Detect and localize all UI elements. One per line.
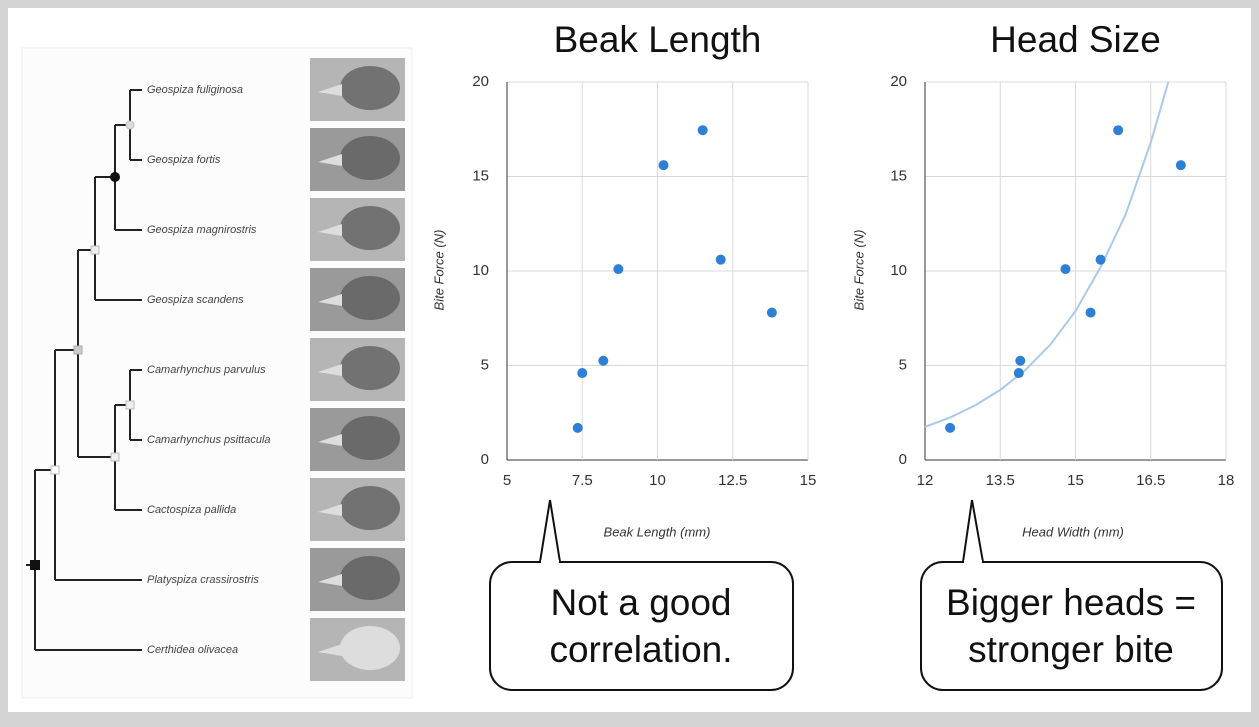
species-label: Certhidea olivacea [147, 644, 238, 656]
bird-head [340, 276, 400, 320]
species-label: Camarhynchus psittacula [147, 434, 271, 446]
species-label: Geospiza fuliginosa [147, 84, 243, 96]
node [74, 346, 82, 354]
bird-head [340, 346, 400, 390]
callout-text: correlation. [549, 629, 732, 670]
y-tick-label: 0 [481, 451, 489, 468]
callout-text: stronger bite [968, 629, 1174, 670]
y-tick-label: 0 [899, 451, 907, 468]
species-label: Geospiza magnirostris [147, 224, 257, 236]
y-tick-label: 10 [890, 262, 907, 279]
data-point [1086, 308, 1096, 318]
data-point [1113, 125, 1123, 135]
data-point [573, 423, 583, 433]
x-tick-label: 12 [917, 472, 934, 489]
node [91, 246, 99, 254]
x-tick-label: 15 [1067, 472, 1084, 489]
x-axis-label: Beak Length (mm) [604, 524, 711, 539]
x-tick-label: 10 [649, 472, 666, 489]
x-tick-label: 15 [800, 472, 817, 489]
node [111, 453, 119, 461]
data-point [1015, 356, 1025, 366]
chart-title: Head Size [990, 19, 1161, 60]
bird-head [340, 626, 400, 670]
y-tick-label: 15 [890, 167, 907, 184]
y-tick-label: 10 [472, 262, 489, 279]
page: {"tree": {"species": ["Geospiza fuligino… [0, 0, 1259, 727]
x-tick-label: 13.5 [986, 472, 1015, 489]
node [51, 466, 59, 474]
node [126, 121, 134, 129]
data-point [659, 160, 669, 170]
data-point [767, 308, 777, 318]
callout-joint [964, 560, 982, 565]
bird-head [340, 136, 400, 180]
chart-title: Beak Length [554, 19, 762, 60]
bird-head [340, 486, 400, 530]
callout-joint [541, 560, 559, 565]
x-tick-label: 16.5 [1136, 472, 1165, 489]
callout-text: Bigger heads = [946, 582, 1196, 623]
data-point [577, 368, 587, 378]
data-point [698, 125, 708, 135]
callout-text: Not a good [550, 582, 731, 623]
y-tick-label: 20 [890, 73, 907, 90]
species-label: Camarhynchus parvulus [147, 364, 266, 376]
y-tick-label: 5 [481, 356, 489, 373]
data-point [716, 255, 726, 265]
bird-head [340, 416, 400, 460]
bird-head [340, 556, 400, 600]
x-axis-label: Head Width (mm) [1022, 524, 1124, 539]
data-point [945, 423, 955, 433]
x-tick-label: 7.5 [572, 472, 593, 489]
species-label: Platyspiza crassirostris [147, 574, 259, 586]
slide: Not a good correlation. Bigger heads = s… [0, 0, 1259, 727]
x-tick-label: 5 [503, 472, 511, 489]
data-point [1096, 255, 1106, 265]
data-point [598, 356, 608, 366]
y-axis-label: Bite Force (N) [851, 230, 866, 311]
bird-head [340, 206, 400, 250]
species-label: Cactospiza pallida [147, 504, 236, 516]
species-label: Geospiza fortis [147, 154, 221, 166]
species-label: Geospiza scandens [147, 294, 244, 306]
data-point [1060, 264, 1070, 274]
x-tick-label: 12.5 [718, 472, 747, 489]
x-tick-label: 18 [1218, 472, 1235, 489]
bird-head [340, 66, 400, 110]
y-tick-label: 5 [899, 356, 907, 373]
node [110, 172, 120, 182]
node [30, 560, 40, 570]
data-point [1014, 368, 1024, 378]
node [126, 401, 134, 409]
data-point [613, 264, 623, 274]
y-axis-label: Bite Force (N) [431, 230, 446, 311]
y-tick-label: 20 [472, 73, 489, 90]
data-point [1176, 160, 1186, 170]
y-tick-label: 15 [472, 167, 489, 184]
